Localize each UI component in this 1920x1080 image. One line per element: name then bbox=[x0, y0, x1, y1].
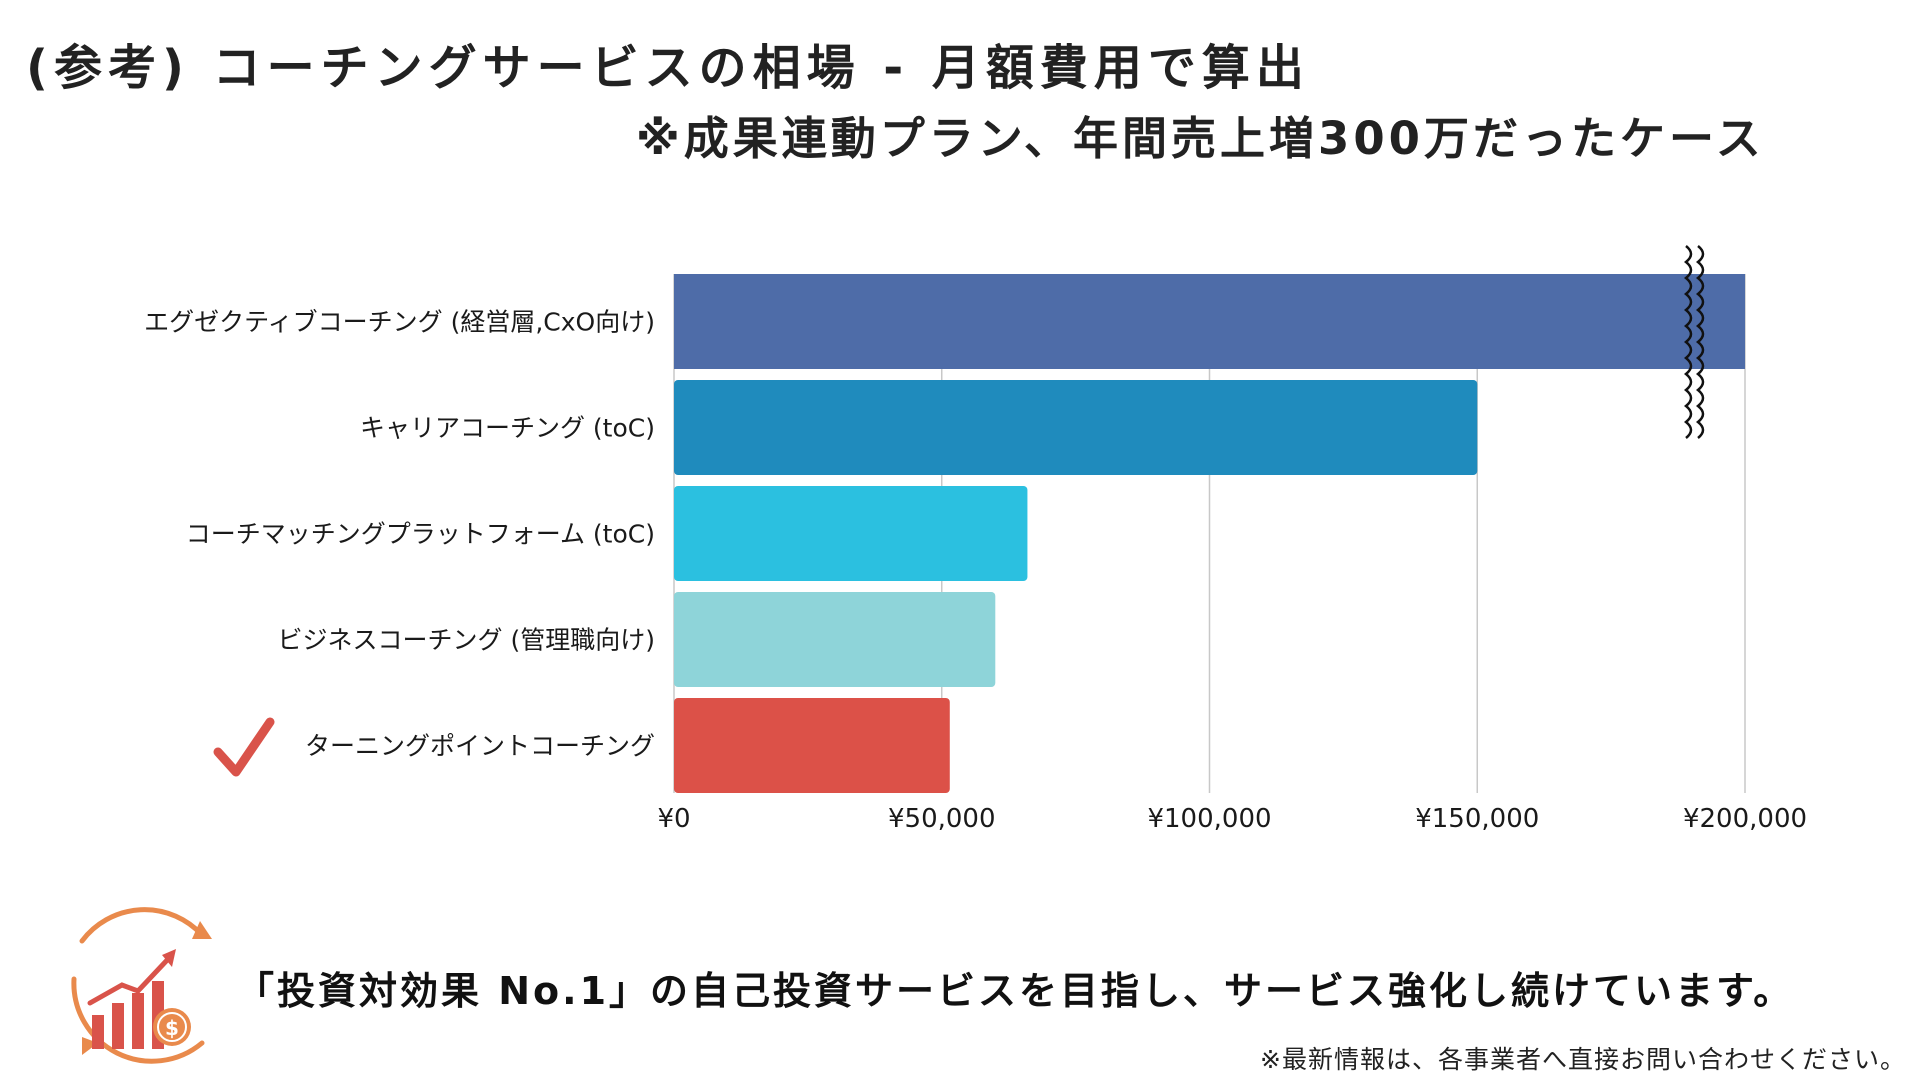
category-labels: エグゼクティブコーチング (経営層,CxO向け) キャリアコーチング (toC) コ… bbox=[144, 308, 655, 761]
category-label-0: エグゼクティブコーチング (経営層,CxO向け) bbox=[144, 308, 655, 337]
bar-chart: エグゼクティブコーチング (経営層,CxO向け) キャリアコーチング (toC) コ… bbox=[144, 245, 1807, 834]
page-subtitle: ※成果連動プラン、年間売上増300万だったケース bbox=[636, 112, 1765, 165]
tick-label-2: ¥100,000 bbox=[1147, 804, 1271, 834]
tick-label-4: ¥200,000 bbox=[1683, 804, 1807, 834]
check-mark-icon bbox=[213, 717, 275, 777]
footnote: ※最新情報は、各事業者へ直接お問い合わせください。 bbox=[1260, 1045, 1906, 1074]
bar-1 bbox=[674, 380, 1478, 475]
tick-label-1: ¥50,000 bbox=[888, 804, 996, 834]
svg-text:$: $ bbox=[165, 1016, 179, 1040]
x-axis-ticks: ¥0 ¥50,000 ¥100,000 ¥150,000 ¥200,000 bbox=[657, 804, 1807, 834]
category-label-3: ビジネスコーチング (管理職向け) bbox=[278, 626, 655, 655]
category-label-4: ターニングポイントコーチング bbox=[305, 732, 655, 761]
axis-break bbox=[1684, 245, 1705, 439]
bar-2 bbox=[674, 486, 1028, 581]
axis-break-line-1 bbox=[1696, 245, 1705, 439]
bar-0 bbox=[674, 274, 1745, 369]
bar-4 bbox=[674, 698, 950, 793]
footer-message: 「投資対効果 No.1」の自己投資サービスを目指し、サービス強化し続けています。 bbox=[236, 969, 1795, 1013]
bars bbox=[674, 274, 1745, 793]
roi-growth-icon: $ bbox=[71, 907, 212, 1064]
bar-3 bbox=[674, 592, 996, 687]
category-label-1: キャリアコーチング (toC) bbox=[360, 414, 655, 443]
category-label-2: コーチマッチングプラットフォーム (toC) bbox=[186, 520, 655, 549]
tick-label-0: ¥0 bbox=[657, 804, 690, 834]
tick-label-3: ¥150,000 bbox=[1415, 804, 1539, 834]
axis-break-line-0 bbox=[1684, 245, 1693, 439]
page-title: (参考) コーチングサービスの相場 - 月額費用で算出 bbox=[26, 40, 1310, 96]
